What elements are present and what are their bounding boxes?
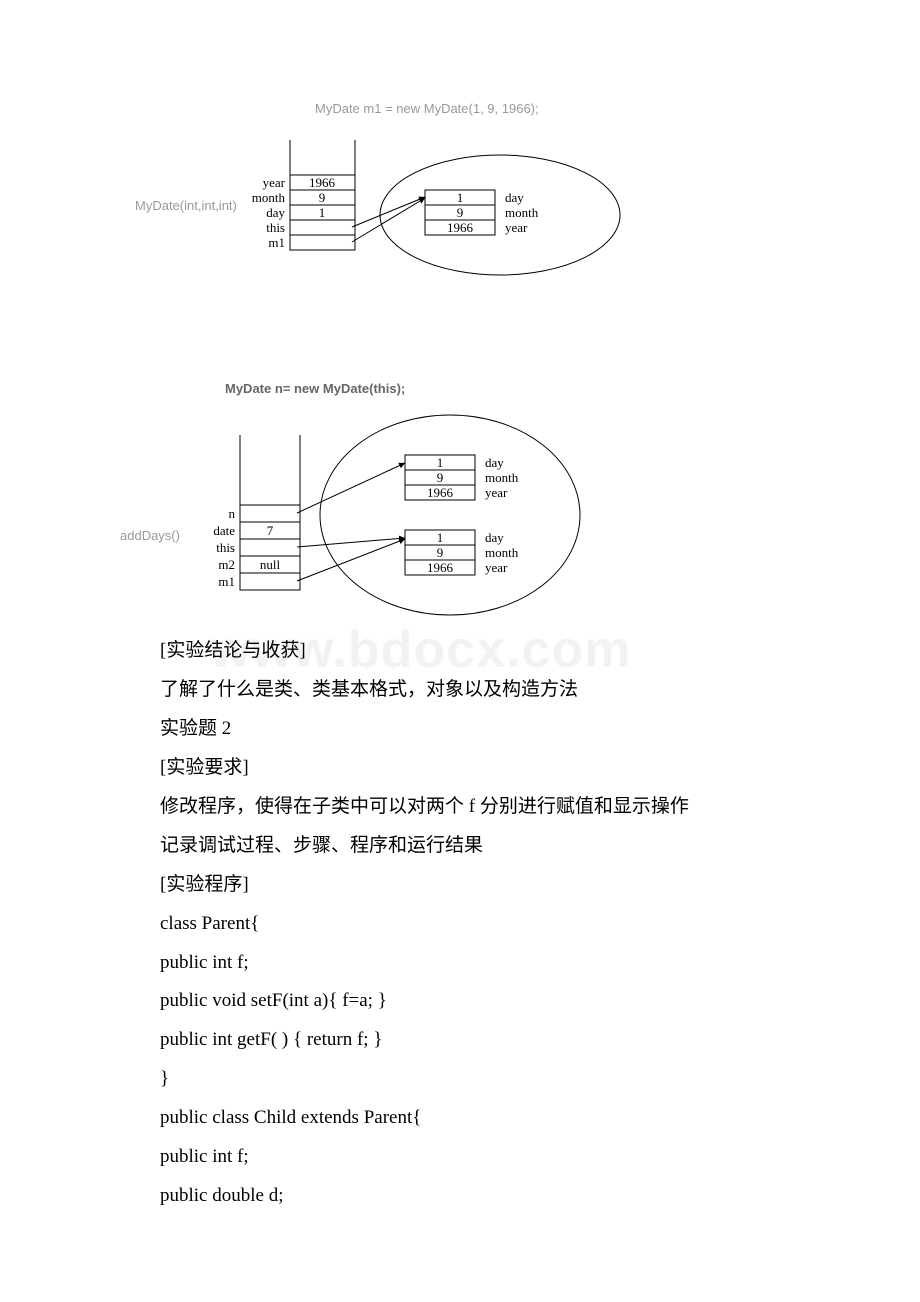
code-line-1: public int f; — [160, 944, 780, 983]
svg-text:m1: m1 — [218, 574, 235, 589]
svg-text:year: year — [505, 220, 528, 235]
line-requirement-1: 修改程序，使得在子类中可以对两个 f 分别进行赋值和显示操作 — [160, 788, 780, 827]
stack2-row-4: m1 — [218, 573, 300, 590]
stack2-row-3: m2 null — [218, 556, 300, 573]
svg-text:7: 7 — [267, 523, 274, 538]
line-program-heading: [实验程序] — [160, 866, 780, 905]
heap2a-row-1: 9 month — [405, 470, 519, 485]
heap-row-1: 9 month — [425, 205, 539, 220]
code-line-5: public class Child extends Parent{ — [160, 1099, 780, 1138]
svg-text:day: day — [266, 205, 285, 220]
code-line-3: public int getF( ) { return f; } — [160, 1021, 780, 1060]
svg-text:day: day — [505, 190, 524, 205]
line-requirement-heading: [实验要求] — [160, 749, 780, 788]
svg-text:1966: 1966 — [427, 485, 454, 500]
document-body: [实验结论与收获] 了解了什么是类、类基本格式，对象以及构造方法 实验题 2 [… — [160, 632, 780, 1216]
diagram-2: MyDate n= new MyDate(this); n date 7 thi… — [115, 375, 715, 635]
stack2-row-2: this — [216, 539, 300, 556]
heap2b-row-0: 1 day — [405, 530, 504, 545]
svg-text:month: month — [252, 190, 286, 205]
stack-row-2: day 1 — [266, 205, 355, 220]
stack-row-1: month 9 — [252, 190, 355, 205]
diagram2-method: addDays() — [120, 528, 180, 543]
diagram1-caption: MyDate m1 = new MyDate(1, 9, 1966); — [315, 101, 539, 116]
svg-text:day: day — [485, 530, 504, 545]
svg-text:1966: 1966 — [427, 560, 454, 575]
svg-text:n: n — [229, 506, 236, 521]
stack-row-3: this — [266, 220, 355, 235]
svg-text:9: 9 — [437, 470, 444, 485]
heap-row-0: 1 day — [425, 190, 524, 205]
svg-text:day: day — [485, 455, 504, 470]
svg-text:1: 1 — [457, 190, 464, 205]
svg-text:month: month — [485, 470, 519, 485]
svg-text:9: 9 — [457, 205, 464, 220]
svg-text:date: date — [213, 523, 235, 538]
svg-text:year: year — [485, 560, 508, 575]
svg-text:1966: 1966 — [447, 220, 474, 235]
line-conclusion-heading: [实验结论与收获] — [160, 632, 780, 671]
svg-text:null: null — [260, 557, 281, 572]
svg-text:m2: m2 — [218, 557, 235, 572]
diagram1-method: MyDate(int,int,int) — [135, 198, 237, 213]
svg-text:year: year — [263, 175, 286, 190]
svg-text:1: 1 — [437, 530, 444, 545]
svg-text:this: this — [216, 540, 235, 555]
diagram2-caption: MyDate n= new MyDate(this); — [225, 381, 405, 396]
svg-text:month: month — [505, 205, 539, 220]
line-requirement-2: 记录调试过程、步骤、程序和运行结果 — [160, 827, 780, 866]
heap-row-2: 1966 year — [425, 220, 528, 235]
svg-text:this: this — [266, 220, 285, 235]
svg-text:1966: 1966 — [309, 175, 336, 190]
line-exercise-2: 实验题 2 — [160, 710, 780, 749]
svg-text:9: 9 — [319, 190, 326, 205]
line-conclusion: 了解了什么是类、类基本格式，对象以及构造方法 — [160, 671, 780, 710]
code-line-0: class Parent{ — [160, 905, 780, 944]
code-line-6: public int f; — [160, 1138, 780, 1177]
svg-text:9: 9 — [437, 545, 444, 560]
code-line-2: public void setF(int a){ f=a; } — [160, 982, 780, 1021]
svg-text:1: 1 — [319, 205, 326, 220]
heap2a-row-0: 1 day — [405, 455, 504, 470]
stack2-row-0: n — [229, 505, 301, 522]
stack2-row-1: date 7 — [213, 522, 300, 539]
svg-text:year: year — [485, 485, 508, 500]
heap2b-row-1: 9 month — [405, 545, 519, 560]
svg-text:month: month — [485, 545, 519, 560]
svg-text:m1: m1 — [268, 235, 285, 250]
stack-row-4: m1 — [268, 235, 355, 250]
svg-text:1: 1 — [437, 455, 444, 470]
code-line-4: } — [160, 1060, 780, 1099]
diagram-1: MyDate m1 = new MyDate(1, 9, 1966); year… — [115, 95, 715, 325]
stack-row-0: year 1966 — [263, 175, 355, 190]
heap2a-row-2: 1966 year — [405, 485, 508, 500]
heap2b-row-2: 1966 year — [405, 560, 508, 575]
code-line-7: public double d; — [160, 1177, 780, 1216]
